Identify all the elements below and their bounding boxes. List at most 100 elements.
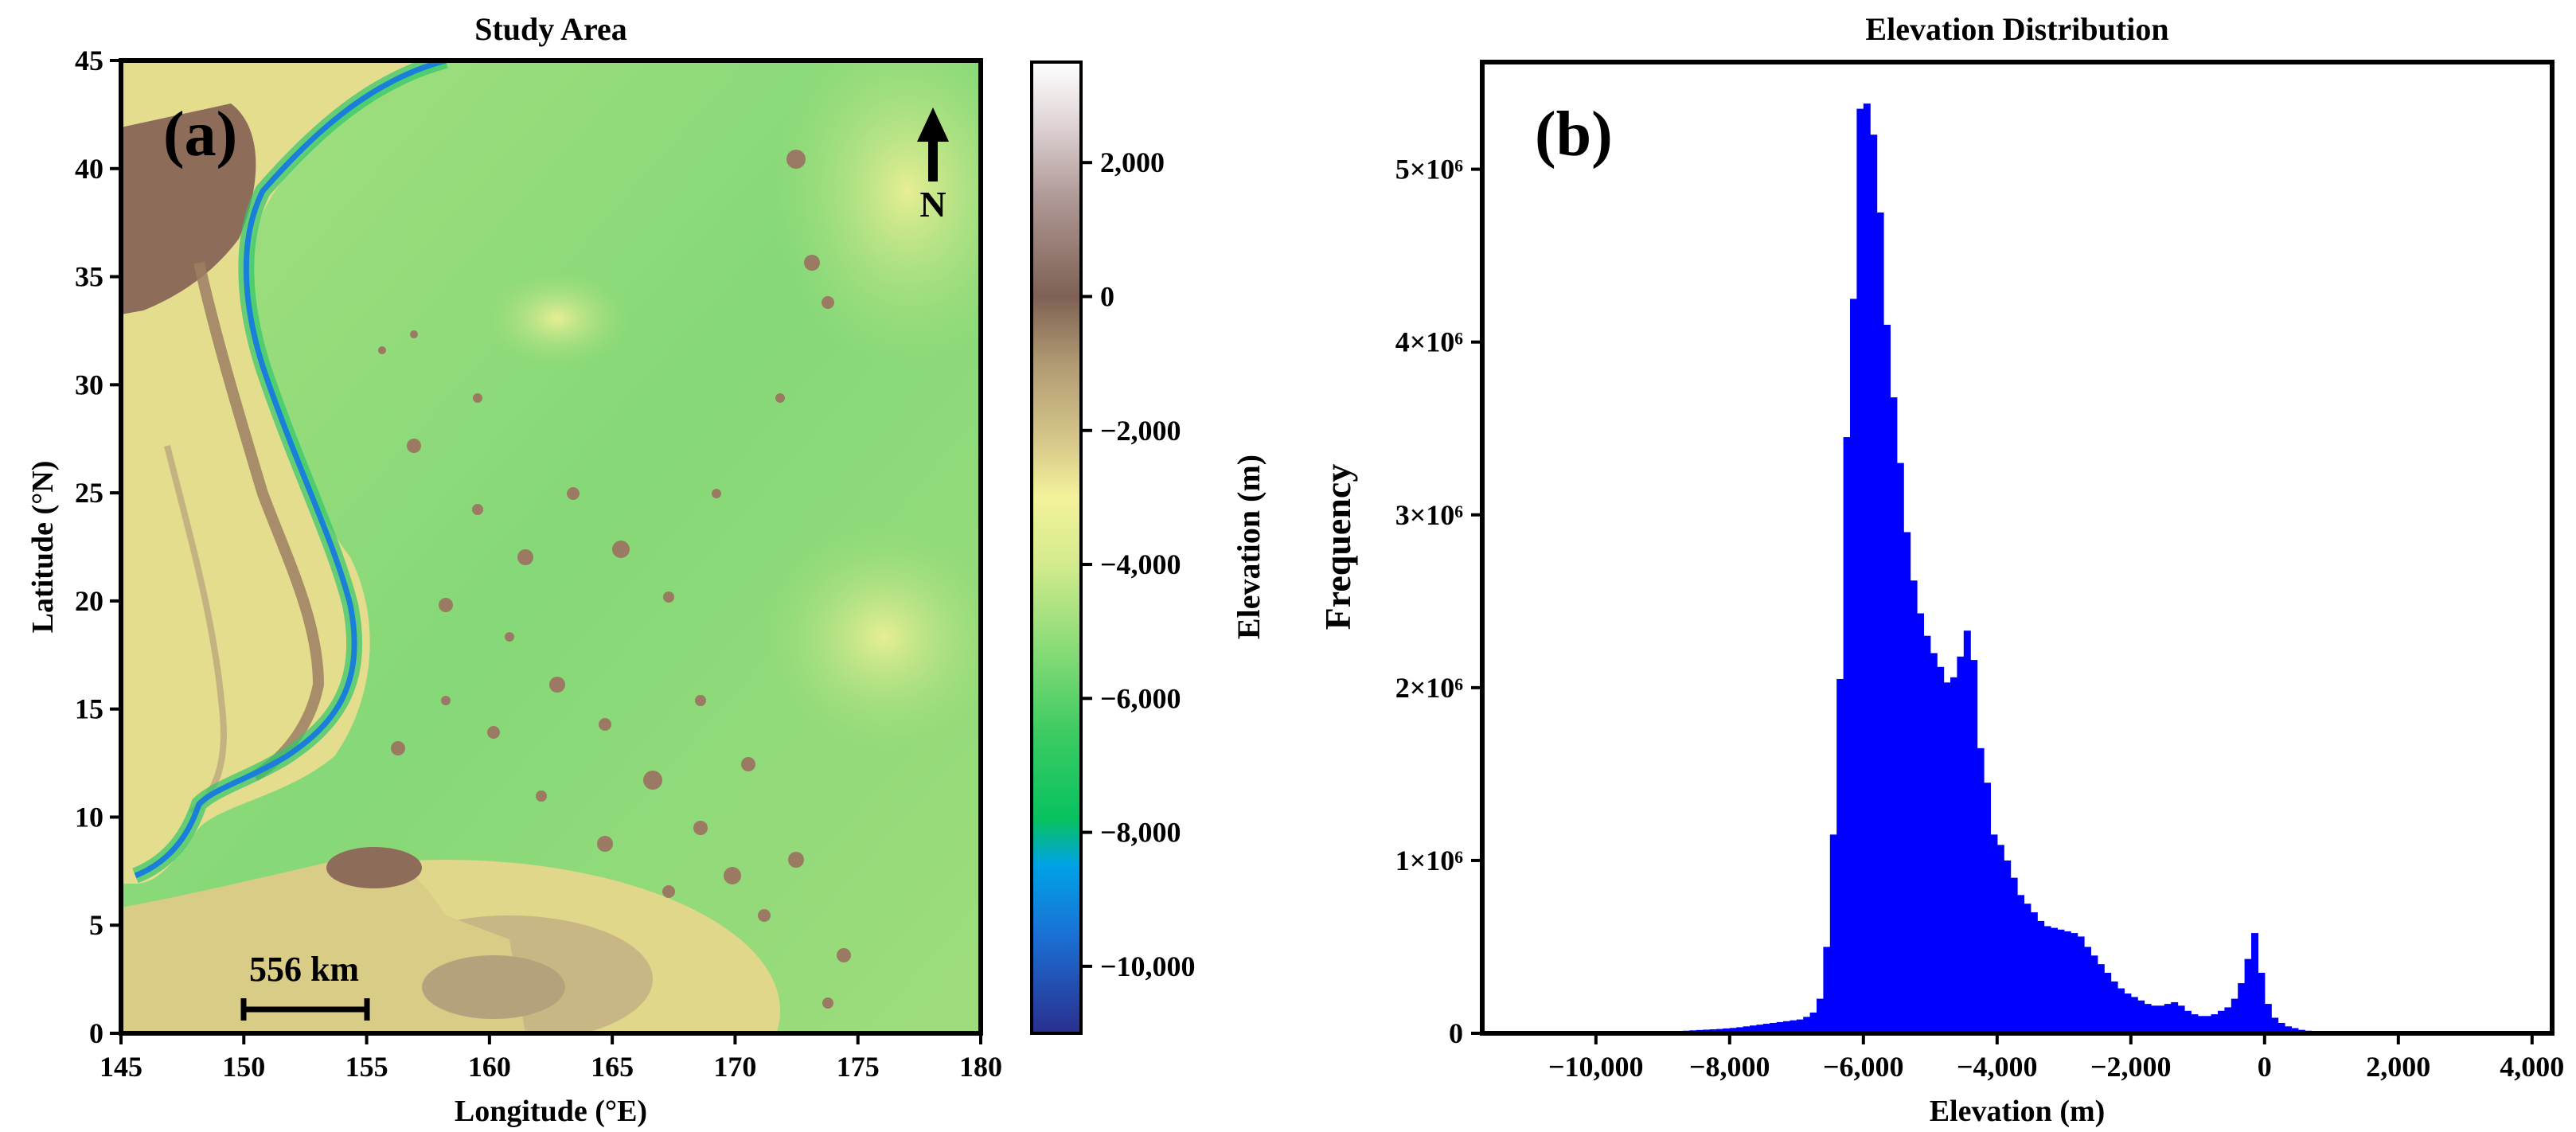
histogram-x-tick-label: 4,000 [2500,1051,2564,1083]
histogram-bar [1943,682,1951,1033]
histogram-bar [2218,1010,2225,1033]
histogram-x-axis-label: Elevation (m) [1930,1095,2106,1128]
histogram-bar [1817,998,1824,1033]
histogram-bar [2258,973,2266,1033]
map-x-tick-label: 155 [345,1051,388,1083]
seamounts [378,150,851,1009]
histogram-bars [1528,103,2500,1034]
histogram-bar [2251,933,2258,1033]
histogram-bar [2010,877,2018,1033]
map-x-tick-label: 145 [100,1051,142,1083]
scale-bar-label: 556 km [249,950,359,989]
map-panel: Study Area [26,11,1267,1128]
histogram-bar [1783,1021,1790,1033]
map-y-tick-label: 25 [75,477,103,509]
map-y-tick-label: 45 [75,45,103,76]
colorbar-tick-label: −4,000 [1100,548,1181,580]
histogram-x-tick-label: 0 [2258,1051,2272,1083]
map-y-tick-label: 40 [75,153,103,185]
histogram-bar [1957,656,1965,1033]
histogram-bar [1984,783,1991,1033]
histogram-bar [1809,1012,1817,1033]
histogram-bar [2057,929,2065,1033]
histogram-y-axis-label: Frequency [1317,464,1358,630]
histogram-bar [2157,1005,2165,1033]
histogram-bar [2104,973,2112,1033]
map-x-tick-label: 175 [837,1051,880,1083]
histogram-panel-label: (b) [1535,100,1613,170]
histogram-bar [1950,677,1957,1033]
north-arrow: N [917,107,949,224]
histogram-bar [1843,437,1851,1033]
histogram-bar [2051,927,2058,1033]
histogram-y-tick-label: 3×10⁶ [1395,499,1464,531]
histogram-bar [2130,997,2138,1033]
histogram-bar [2184,1010,2192,1033]
map-x-tick-label: 150 [222,1051,265,1083]
map-frame [119,58,983,1036]
south-ridge [326,847,422,888]
map-x-tick-label: 160 [468,1051,511,1083]
histogram-bar [1870,135,1878,1034]
histogram-bar [2030,912,2038,1033]
colorbar-tick-label: −6,000 [1100,682,1181,714]
colorbar-tick-label: −8,000 [1100,817,1181,849]
histogram-bar [2264,1004,2272,1033]
histogram-y-axis-ticks: 0 1×10⁶ 2×10⁶ 3×10⁶ 4×10⁶ 5×10⁶ [1395,154,1482,1049]
histogram-bar [2191,1014,2199,1033]
map-y-tick-label: 0 [89,1017,103,1049]
histogram-bar [1883,324,1891,1033]
histogram-bar [2238,983,2246,1033]
shallow-region-central [486,271,629,366]
colorbar-tick-label: −10,000 [1100,950,1196,982]
histogram-bar [2137,1000,2145,1033]
histogram-panel: Elevation Distribution (b) −10,000 −8,000… [1317,11,2564,1128]
map-x-axis-label: Longitude (°E) [455,1095,647,1128]
histogram-bar [2084,947,2091,1033]
histogram-x-axis-ticks: −10,000 −8,000 −6,000 −4,000 −2,000 0 2,000 4,0… [1548,1033,2564,1083]
histogram-bar [2271,1017,2279,1033]
histogram-bar [2090,955,2098,1033]
histogram-bar [1863,103,1871,1034]
histogram-frame [1480,60,2555,1036]
histogram-y-tick-label: 4×10⁶ [1395,326,1464,358]
histogram-x-tick-label: −2,000 [2090,1051,2172,1083]
histogram-bar [1776,1021,1784,1033]
histogram-bar [1963,630,1971,1033]
histogram-y-tick-label: 1×10⁶ [1395,845,1464,876]
histogram-bar [1876,212,1884,1033]
histogram-bar [1990,834,1998,1033]
histogram-bar [1890,397,1898,1033]
histogram-x-tick-label: −10,000 [1548,1051,1644,1083]
histogram-bar [1770,1022,1778,1033]
histogram-bar [1729,1028,1737,1033]
histogram-y-tick-label: 0 [1449,1017,1463,1049]
histogram-bar [2171,1001,2179,1033]
histogram-bar [2077,936,2085,1033]
map-raster [121,61,981,1033]
histogram-bar [2151,1005,2158,1033]
colorbar-ramp [1030,61,1083,1035]
colorbar-tick-label: 2,000 [1100,146,1165,178]
map-y-tick-label: 5 [89,909,103,941]
map-y-tick-label: 20 [75,585,103,617]
histogram-bar [1823,947,1831,1033]
histogram-bar [1796,1019,1804,1033]
histogram-bar [2291,1028,2299,1033]
histogram-title: Elevation Distribution [1865,11,2168,47]
histogram-y-tick-label: 2×10⁶ [1395,672,1464,704]
histogram-bar [2110,981,2118,1033]
histogram-y-tick-label: 5×10⁶ [1395,154,1464,185]
histogram-bar [2071,933,2078,1033]
colorbar-tick-label: −2,000 [1100,415,1181,447]
histogram-bar [1723,1028,1731,1033]
histogram-bar [1736,1027,1744,1033]
shallow-region-northeast [772,61,981,366]
histogram-bar [2004,860,2012,1033]
histogram-bar [1856,108,1864,1034]
histogram-bar [1910,580,1918,1033]
map-x-tick-label: 165 [591,1051,634,1083]
histogram-bar [1977,748,1985,1033]
histogram-bar [2164,1004,2172,1033]
histogram-bar [2063,931,2071,1033]
